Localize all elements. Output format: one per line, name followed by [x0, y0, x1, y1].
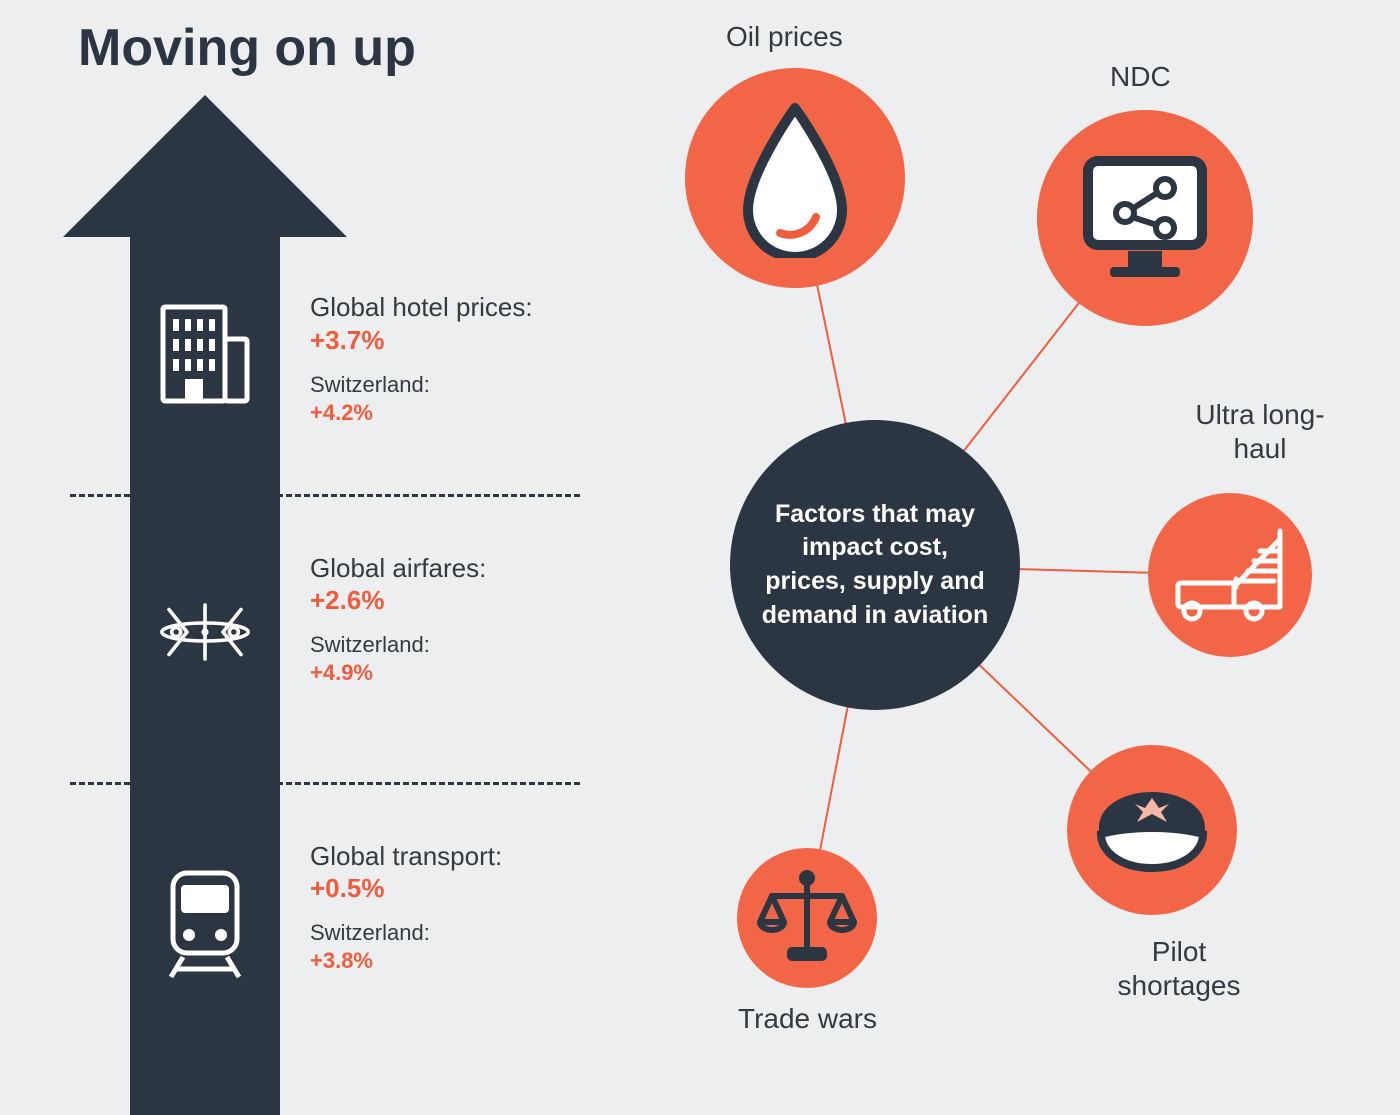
pilot-hat-icon — [1087, 780, 1217, 880]
stairs-truck-icon — [1170, 525, 1290, 625]
section-hotel: Global hotel prices: +3.7% Switzerland: … — [310, 291, 610, 426]
trade-node — [737, 848, 877, 988]
section-airfares: Global airfares: +2.6% Switzerland: +4.9… — [310, 552, 610, 686]
airfares-sub-value: +4.9% — [310, 660, 610, 686]
ultra-label-text: Ultra long-haul — [1195, 399, 1324, 464]
hub-circle: Factors that may impact cost, prices, su… — [730, 420, 1020, 710]
arrow-head — [63, 95, 347, 237]
hub-text: Factors that may impact cost, prices, su… — [760, 498, 990, 633]
airfares-label: Global airfares: — [310, 552, 610, 585]
transport-sub-label: Switzerland: — [310, 920, 610, 946]
divider-1 — [70, 494, 580, 497]
page-title: Moving on up — [78, 18, 416, 78]
monitor-share-icon — [1070, 143, 1220, 293]
divider-2 — [70, 782, 580, 785]
airplane-icon — [151, 578, 259, 686]
pilot-label-text: Pilot shortages — [1118, 936, 1241, 1001]
building-icon — [151, 300, 259, 408]
droplet-icon — [730, 98, 860, 258]
ultra-label: Ultra long-haul — [1175, 398, 1345, 465]
scales-icon — [752, 868, 862, 968]
hotel-sub-value: +4.2% — [310, 400, 610, 426]
transport-value: +0.5% — [310, 873, 610, 904]
hotel-value: +3.7% — [310, 325, 384, 355]
trade-label: Trade wars — [738, 1002, 877, 1036]
pilot-node — [1067, 745, 1237, 915]
hotel-sub-label: Switzerland: — [310, 372, 610, 398]
pilot-label: Pilot shortages — [1094, 935, 1264, 1002]
train-icon — [151, 868, 259, 976]
transport-sub-value: +3.8% — [310, 948, 610, 974]
ndc-label: NDC — [1110, 60, 1171, 94]
ndc-node — [1037, 110, 1253, 326]
factors-diagram: Oil prices NDC — [640, 0, 1400, 1109]
hotel-label: Global hotel prices: +3.7% — [310, 291, 610, 356]
infographic-root: Moving on up — [0, 0, 1400, 1109]
transport-label: Global transport: — [310, 840, 610, 873]
oil-node — [685, 68, 905, 288]
section-transport: Global transport: +0.5% Switzerland: +3.… — [310, 840, 610, 974]
airfares-value: +2.6% — [310, 585, 610, 616]
ultra-node — [1148, 493, 1312, 657]
hotel-label-text: Global hotel prices: — [310, 292, 533, 322]
oil-label: Oil prices — [726, 20, 843, 54]
airfares-sub-label: Switzerland: — [310, 632, 610, 658]
